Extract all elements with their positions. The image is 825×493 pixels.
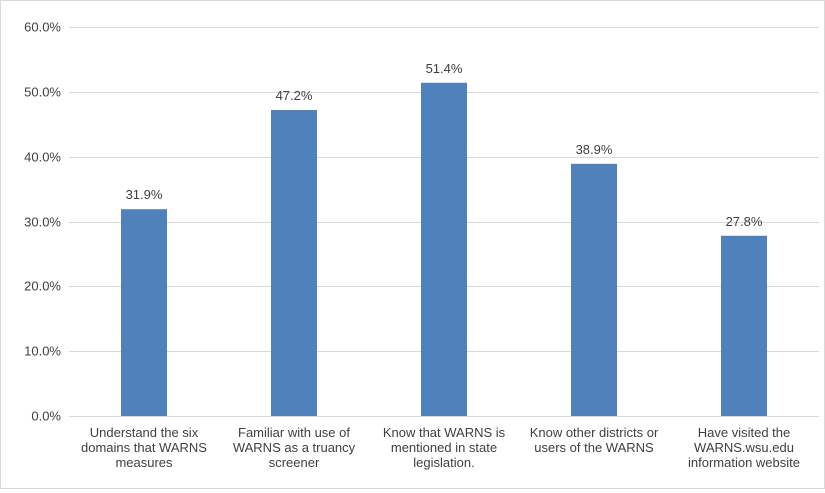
x-tick-label-line: mentioned in state	[390, 440, 498, 455]
x-tick-label-line: legislation.	[413, 455, 475, 470]
data-labels: 31.9% 47.2% 51.4% 38.9% 27.8%	[126, 61, 763, 229]
data-label: 38.9%	[576, 142, 613, 157]
x-tick-label: Familiar with use of WARNS as a truancy sc…	[224, 425, 364, 470]
bar	[721, 235, 767, 416]
x-tick-label-line: measures	[115, 455, 173, 470]
bar	[421, 82, 467, 417]
x-tick-label: Know other districts or users of the WARN…	[524, 425, 664, 455]
data-label: 47.2%	[276, 88, 313, 103]
x-tick-label-line: information website	[688, 455, 800, 470]
data-label: 27.8%	[726, 214, 763, 229]
data-label: 31.9%	[126, 187, 163, 202]
y-tick-label: 10.0%	[24, 344, 61, 359]
x-tick-label-line: Understand the six	[89, 425, 199, 440]
x-tick-label-line: screener	[268, 455, 320, 470]
data-label: 51.4%	[426, 61, 463, 76]
bar	[571, 163, 617, 416]
bars	[121, 82, 767, 417]
x-tick-label-line: users of the WARNS	[534, 440, 654, 455]
x-tick-label-line: WARNS as a truancy	[232, 440, 356, 455]
x-tick-label: Know that WARNS is mentioned in state legi…	[374, 425, 514, 470]
x-tick-label-line: Know other districts or	[529, 425, 659, 440]
x-tick-label-line: Know that WARNS is	[382, 425, 506, 440]
y-axis-ticks: 0.0% 10.0% 20.0% 30.0% 40.0% 50.0% 60.0%	[24, 20, 61, 424]
y-tick-label: 40.0%	[24, 150, 61, 165]
x-tick-label-line: Familiar with use of	[238, 425, 350, 440]
x-tick-label-line: Have visited the	[697, 425, 791, 440]
y-tick-label: 20.0%	[24, 279, 61, 294]
y-tick-label: 60.0%	[24, 20, 61, 35]
x-tick-label: Understand the six domains that WARNS meas…	[74, 425, 214, 470]
y-tick-label: 0.0%	[31, 409, 61, 424]
x-tick-label-line: WARNS.wsu.edu	[694, 440, 794, 455]
x-tick-label: Have visited the WARNS.wsu.edu information…	[674, 425, 814, 470]
x-tick-label-line: domains that WARNS	[81, 440, 207, 455]
bar	[121, 209, 167, 416]
y-tick-label: 50.0%	[24, 85, 61, 100]
bar	[271, 109, 317, 416]
y-tick-label: 30.0%	[24, 215, 61, 230]
